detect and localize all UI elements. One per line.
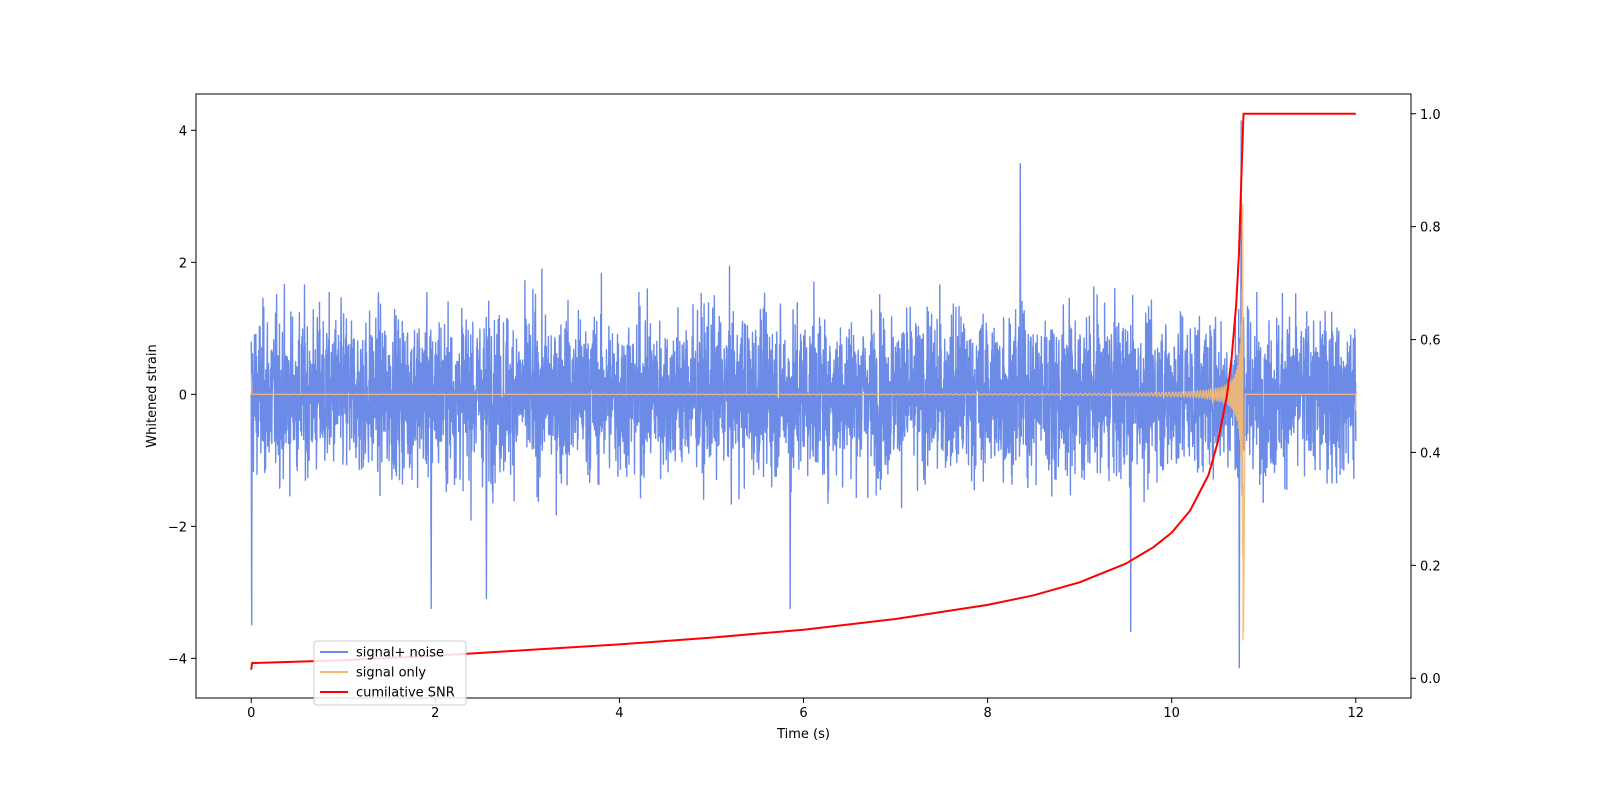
- noise-spike-3: [789, 394, 792, 609]
- legend-label: signal+ noise: [356, 646, 444, 661]
- noise-spike-2: [485, 394, 488, 600]
- x-tick-label: 4: [615, 706, 623, 721]
- noise-spike-4: [1019, 163, 1022, 395]
- legend: signal+ noise signal only cumilative SNR: [313, 640, 467, 706]
- legend-box: [313, 640, 467, 706]
- legend-label: signal only: [356, 666, 426, 681]
- noise-series-layer: [250, 120, 1357, 669]
- x-tick-label: 10: [1163, 706, 1180, 721]
- x-axis-ticks: 0 2 4 6 8 10 12: [247, 698, 1364, 721]
- x-tick-label: 12: [1347, 706, 1364, 721]
- y-axis-ticks: 4 2 0 −2 −4: [168, 124, 196, 667]
- y2-tick-label: 0.8: [1420, 221, 1441, 236]
- signal-series-layer: [250, 203, 1357, 641]
- y-axis-label: Whitened strain: [145, 344, 160, 447]
- noise-spike-5: [1129, 394, 1132, 633]
- y2-tick-label: 1.0: [1420, 108, 1441, 123]
- y-tick-label: 0: [179, 388, 187, 403]
- y2-tick-label: 0.2: [1420, 559, 1441, 574]
- noise-spike-1: [430, 394, 433, 609]
- y-tick-label: −2: [168, 520, 187, 535]
- x-tick-label: 6: [799, 706, 807, 721]
- series-line-signal-only: [250, 203, 1357, 641]
- snr-series-layer: [250, 112, 1356, 670]
- noise-spike-6: [1238, 394, 1241, 669]
- y2-tick-label: 0.4: [1420, 446, 1441, 461]
- y-tick-label: 2: [179, 256, 187, 271]
- noise-spike-0: [250, 394, 253, 626]
- series-line-cumulative-snr: [250, 112, 1356, 670]
- x-tick-label: 2: [431, 706, 439, 721]
- y2-tick-label: 0.6: [1420, 334, 1441, 349]
- series-line-signal-noise: [250, 265, 1357, 521]
- x-axis-label: Time (s): [776, 727, 830, 742]
- y-tick-label: 4: [179, 124, 187, 139]
- y2-tick-label: 0.0: [1420, 672, 1441, 687]
- legend-label: cumilative SNR: [356, 686, 455, 701]
- x-tick-label: 8: [983, 706, 991, 721]
- y-tick-label: −4: [168, 652, 187, 667]
- y2-axis-ticks: 1.0 0.8 0.6 0.4 0.2 0.0: [1411, 108, 1441, 687]
- x-tick-label: 0: [247, 706, 255, 721]
